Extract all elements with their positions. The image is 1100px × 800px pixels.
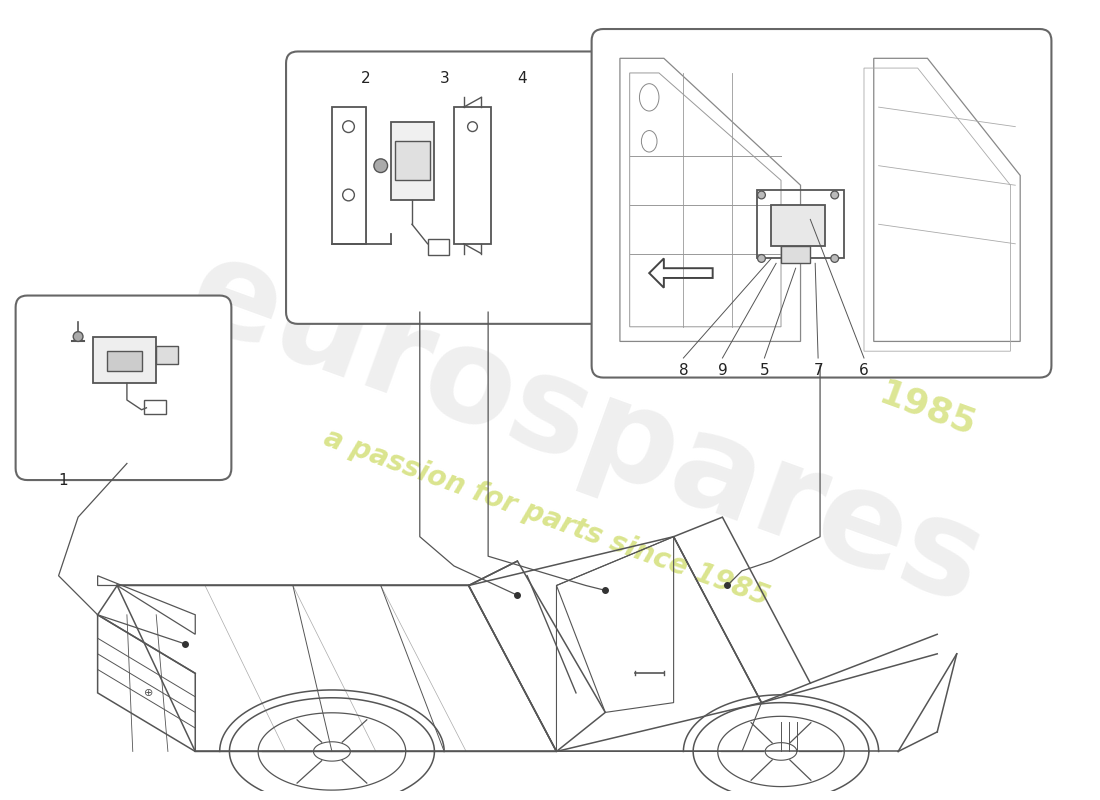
FancyBboxPatch shape bbox=[15, 295, 231, 480]
Text: a passion for parts since 1985: a passion for parts since 1985 bbox=[320, 423, 773, 611]
Text: 4: 4 bbox=[517, 71, 527, 86]
Text: 9: 9 bbox=[717, 363, 727, 378]
Bar bbox=[781, 246, 811, 263]
Circle shape bbox=[830, 191, 838, 199]
Bar bbox=[428, 239, 449, 254]
Bar bbox=[395, 142, 430, 180]
Text: 1985: 1985 bbox=[874, 377, 980, 443]
Text: 2: 2 bbox=[361, 71, 371, 86]
Circle shape bbox=[758, 191, 766, 199]
Bar bbox=[144, 400, 166, 414]
Bar bbox=[771, 205, 825, 246]
Circle shape bbox=[374, 159, 387, 173]
Bar bbox=[92, 337, 156, 383]
Text: 8: 8 bbox=[679, 363, 689, 378]
Text: 3: 3 bbox=[439, 71, 449, 86]
Bar bbox=[390, 122, 435, 200]
FancyBboxPatch shape bbox=[592, 29, 1052, 378]
Text: 7: 7 bbox=[813, 363, 823, 378]
Circle shape bbox=[830, 254, 838, 262]
Text: eurospares: eurospares bbox=[172, 227, 1000, 632]
Bar bbox=[454, 107, 491, 244]
Text: 6: 6 bbox=[859, 363, 869, 378]
Bar bbox=[332, 107, 366, 244]
Text: 1: 1 bbox=[58, 474, 68, 488]
Circle shape bbox=[758, 254, 766, 262]
Bar bbox=[757, 190, 845, 258]
Bar bbox=[108, 351, 142, 370]
FancyBboxPatch shape bbox=[286, 51, 607, 324]
Circle shape bbox=[74, 332, 82, 342]
Text: ⊕: ⊕ bbox=[144, 688, 153, 698]
Bar bbox=[156, 346, 178, 364]
Text: 5: 5 bbox=[760, 363, 769, 378]
